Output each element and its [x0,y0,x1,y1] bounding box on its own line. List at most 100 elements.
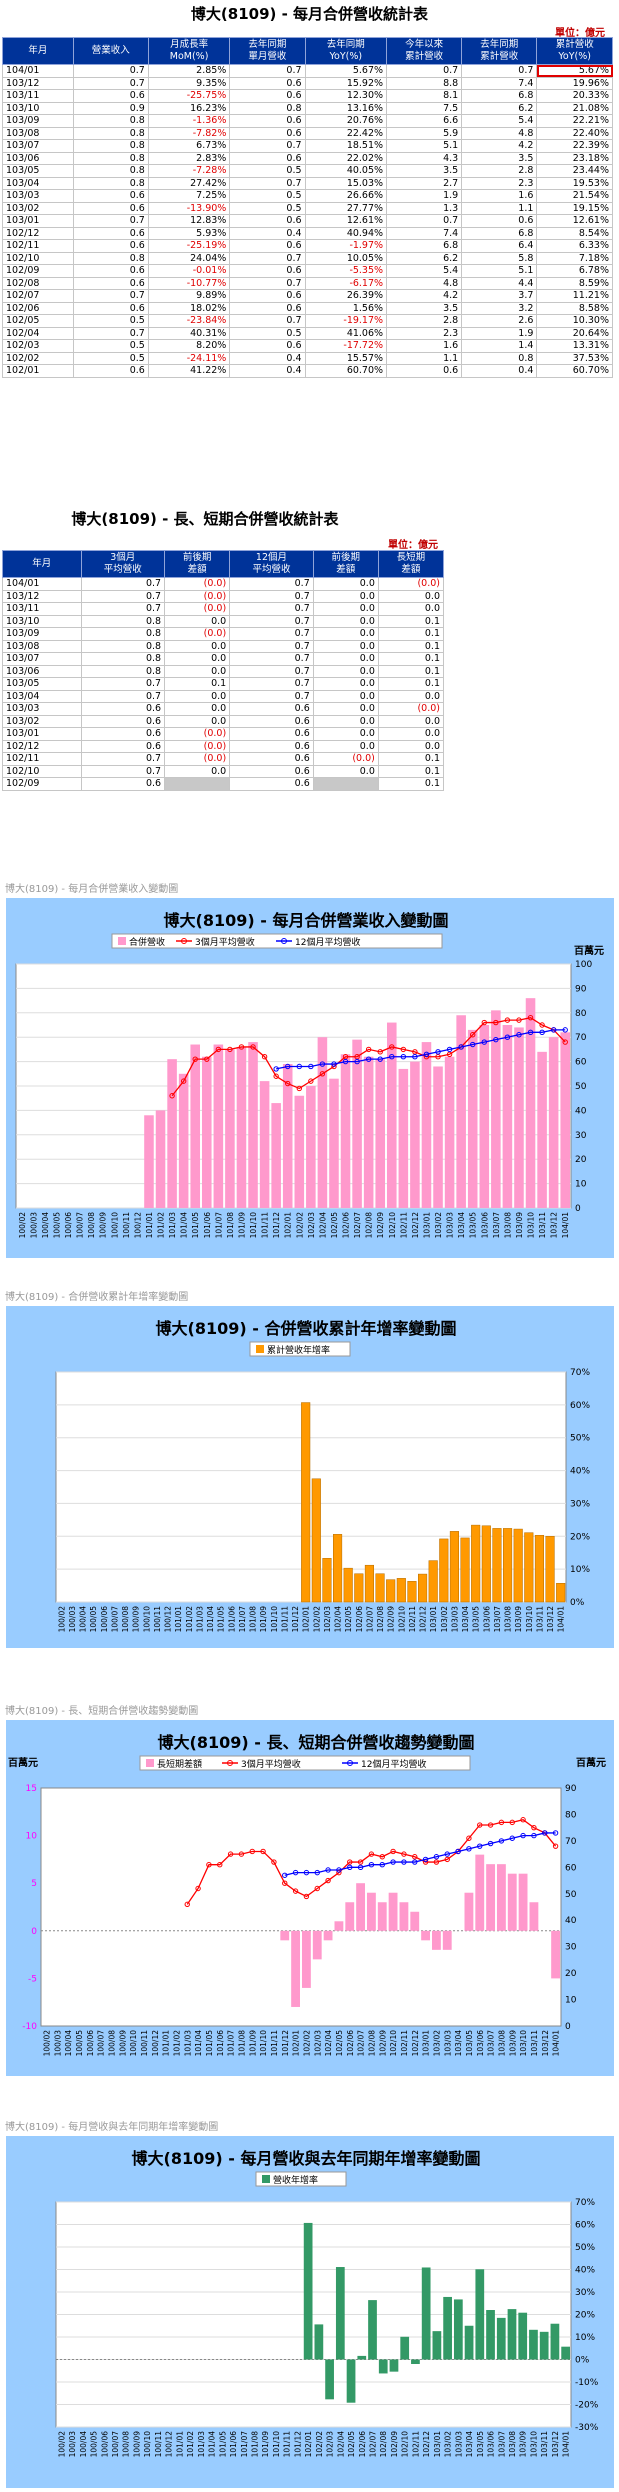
x-tick-label: 102/05 [347,2431,356,2458]
line-point [365,1046,372,1053]
table-cell: 0.7 [229,276,306,290]
line-point [285,1063,291,1070]
table-cell: 37.53% [536,351,613,365]
table-cell: 8.8 [386,76,463,90]
bar [301,1402,311,1603]
table-cell: 0.0 [164,714,231,728]
tick-label: 10% [570,1565,590,1575]
line-point [401,1851,407,1857]
x-tick-label: 101/04 [194,2030,203,2057]
tick-label: 0% [570,1598,585,1608]
x-tick-label: 102/05 [330,1212,339,1239]
bar [556,1583,566,1603]
table-cell: 104/01 [2,64,74,78]
x-tick-label: 100/07 [97,2030,106,2057]
line-point [204,1056,210,1062]
table-cell: -19.17% [304,314,388,328]
x-tick-label: 103/05 [472,1606,481,1633]
plot-area [55,1371,567,1603]
table-cell: 0.7 [229,251,306,265]
table-cell: 0.6 [72,264,149,278]
table-cell: 10.05% [304,251,388,265]
tick-label: 0% [575,2356,590,2366]
line-point [550,1027,557,1033]
line-point [227,1046,233,1053]
line-point [347,1864,353,1871]
table-row: 103/11 0.7 (0.0) 0.7 0.0 0.0 [2,602,445,616]
table-cell: 22.21% [536,114,613,128]
table-cell: 102/11 [2,239,74,253]
tick-label: 50% [575,2243,595,2253]
unit-label: 百萬元 [8,1756,38,1769]
bar [560,1032,570,1208]
bar [303,2222,313,2360]
x-tick-label: 103/05 [465,2030,474,2057]
table-cell: 0.7 [80,689,166,703]
table-cell: 5.1 [461,264,538,278]
tick-label: 60 [575,1058,587,1068]
x-tick-label: 101/08 [226,1212,235,1239]
x-tick-label: 100/10 [142,1606,151,1633]
table-cell: -10.77% [147,276,231,290]
table-cell: 0.7 [229,64,306,78]
table-cell: 103/02 [2,201,74,215]
line-point [238,1851,245,1857]
x-tick-label: 100/05 [89,1606,98,1633]
table-cell: 102/12 [2,226,74,240]
table-cell: (0.0) [164,627,231,641]
table-cell: 102/06 [2,301,74,315]
x-tick-label: 101/12 [291,1606,300,1633]
line-point [271,1859,277,1865]
table-cell: 103/03 [2,702,82,716]
x-tick-label: 103/03 [454,2431,463,2458]
x-tick-label: 103/01 [429,1606,438,1633]
line-point [336,1867,342,1873]
x-tick-label: 100/02 [42,2030,51,2057]
bar [236,1046,247,1208]
x-tick-label: 102/09 [378,2030,387,2057]
line-point [493,1019,499,1026]
table-cell: 102/09 [2,777,82,791]
table-cell: 6.8 [461,89,538,103]
x-tick-label: 101/03 [183,2030,192,2057]
x-tick-label: 101/01 [175,2431,184,2458]
table-row: 102/03 0.5 8.20% 0.6 -17.72% 1.6 1.4 13.31% [2,339,613,353]
tick-label: -5 [28,1974,37,1984]
table-cell: 103/10 [2,614,82,628]
table-row: 103/06 0.8 2.83% 0.6 22.02% 4.3 3.5 23.18% [2,151,613,165]
table-cell: 0.6 [229,702,314,716]
table-cell: 6.8 [461,226,538,240]
bar [334,1921,344,1931]
table-cell: 103/10 [2,101,74,115]
table-cell: 0.8 [80,664,166,678]
table-cell: 0.6 [80,727,166,741]
table-cell: 13.31% [536,339,613,353]
bar [377,1902,387,1931]
bar [442,1930,452,1950]
x-tick-label: 100/03 [68,2431,77,2458]
table-cell: 0.0 [164,764,231,778]
bar [311,1478,321,1603]
tick-label: -10% [575,2378,599,2388]
x-tick-label: 101/10 [259,2030,268,2057]
table-cell: 7.18% [536,251,613,265]
table-cell: 102/03 [2,339,74,353]
table-cell: 0.6 [229,727,314,741]
table-cell: 0.8 [72,176,149,190]
table-cell: 0.6 [229,214,306,228]
x-tick-label: 100/11 [140,2030,149,2057]
table-row: 103/07 0.8 6.73% 0.7 18.51% 5.1 4.2 22.39% [2,139,613,153]
table-cell: -1.97% [304,239,388,253]
x-tick-label: 103/12 [551,2431,560,2458]
table-cell: (0.0) [312,752,379,766]
bar [537,1051,547,1208]
long-short-revenue-table: 年月 3個月 平均營收 前後期 差額 12個月 平均營收 前後期 差額 長短期 差額 104… [2,550,445,791]
x-tick-label: 102/04 [336,2431,345,2458]
table-cell: 0.5 [72,339,149,353]
x-tick-label: 101/05 [218,2431,227,2458]
table-row: 102/05 0.5 -23.84% 0.7 -19.17% 2.8 2.6 10.30% [2,314,613,328]
table-cell: 0.7 [80,677,166,691]
x-tick-label: 103/12 [550,1212,559,1239]
x-tick-label: 103/09 [519,2431,528,2458]
x-tick-label: 103/07 [497,2431,506,2458]
